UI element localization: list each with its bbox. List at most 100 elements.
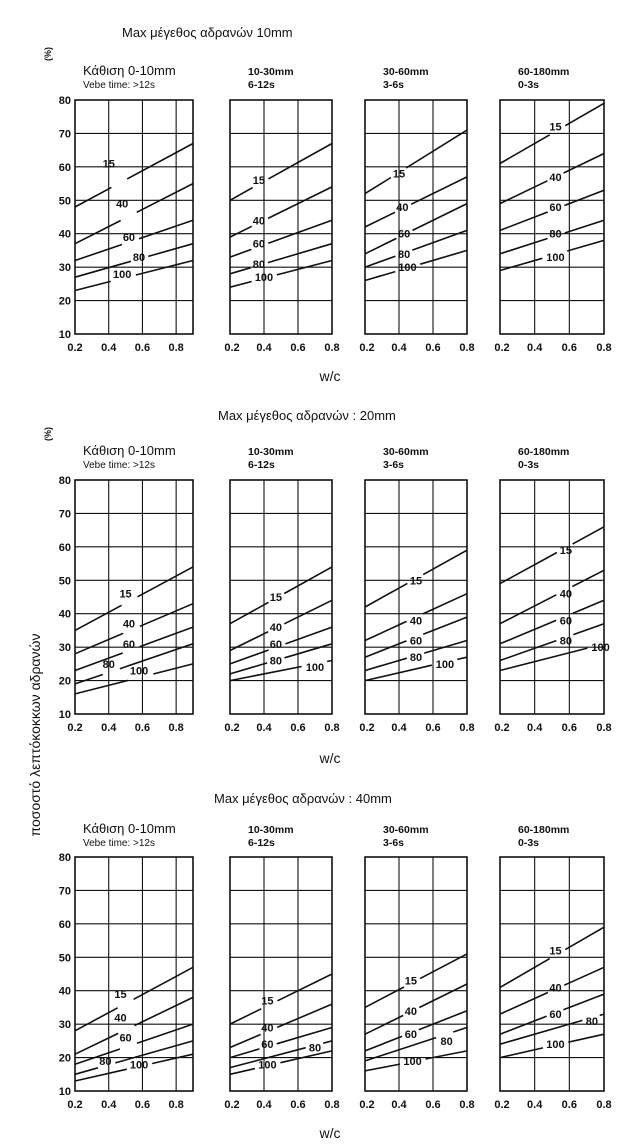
series-line-100	[364, 249, 468, 282]
x-tick-label: 0.2	[494, 1099, 509, 1111]
panel-header-slump: Κάθιση 0-10mm	[83, 821, 176, 836]
series-line-40	[364, 176, 468, 228]
series-label-80: 80	[103, 659, 115, 671]
x-tick-label: 0.8	[459, 1099, 474, 1111]
x-axis-label: w/c	[319, 1125, 341, 1141]
panel-header-vebe: 6-12s	[248, 459, 275, 471]
series-line-80	[229, 1040, 333, 1069]
y-unit-label: (%)	[43, 427, 53, 441]
y-tick-label: 20	[59, 676, 71, 688]
chart-block-2: Max μέγεθος αδρανών : 20mm w/c Κάθιση 0-10…	[43, 408, 612, 766]
chart-title: Max μέγεθος αδρανών 10mm	[122, 25, 293, 40]
series-line-15	[364, 953, 468, 1009]
chart-block-1: Max μέγεθος αδρανών 10mm w/c Κάθιση 0-10mm…	[43, 25, 612, 384]
series-label-80: 80	[133, 252, 145, 264]
panel-header-slump: 30-60mm	[383, 824, 429, 836]
series-label-15: 15	[114, 989, 126, 1001]
x-tick-label: 0.2	[494, 722, 509, 734]
series-label-60: 60	[410, 635, 422, 647]
series-label-100: 100	[130, 1059, 148, 1071]
panel-header-slump: 30-60mm	[383, 66, 429, 78]
y-tick-label: 50	[59, 575, 71, 587]
panel-frame	[364, 99, 468, 335]
x-tick-label: 0.6	[425, 342, 440, 354]
x-tick-label: 0.8	[168, 1099, 183, 1111]
x-tick-label: 0.6	[562, 342, 577, 354]
series-label-80: 80	[440, 1036, 452, 1048]
y-tick-label: 70	[59, 128, 71, 140]
series-line-80	[364, 639, 468, 672]
series-line-60	[364, 616, 468, 658]
series-label-100: 100	[255, 272, 273, 284]
series-line-40	[499, 152, 605, 205]
series-line-40	[74, 182, 194, 245]
x-tick-label: 0.6	[135, 722, 150, 734]
series-label-100: 100	[306, 662, 324, 674]
series-line-60	[364, 202, 468, 255]
panel-header-slump: 10-30mm	[248, 66, 294, 78]
x-tick-label: 0.2	[224, 722, 239, 734]
panel-header-vebe: Vebe time: >12s	[83, 460, 155, 471]
series-line-15	[499, 526, 605, 585]
series-line-100	[499, 1033, 605, 1059]
series-label-100: 100	[546, 1039, 564, 1051]
series-label-100: 100	[130, 666, 148, 678]
x-tick-label: 0.8	[168, 342, 183, 354]
panel-frame	[229, 99, 333, 335]
x-tick-label: 0.8	[459, 342, 474, 354]
series-line-80	[229, 242, 333, 275]
series-label-100: 100	[591, 642, 609, 654]
x-axis-label: w/c	[319, 750, 341, 766]
series-label-40: 40	[549, 982, 561, 994]
series-label-15: 15	[119, 589, 131, 601]
series-line-100	[74, 259, 194, 292]
panel-header-slump: Κάθιση 0-10mm	[83, 63, 176, 78]
y-tick-label: 60	[59, 919, 71, 931]
x-tick-label: 0.8	[324, 1099, 339, 1111]
series-line-80	[74, 242, 194, 278]
series-line-60	[499, 189, 605, 232]
x-tick-label: 0.8	[596, 722, 611, 734]
y-tick-label: 60	[59, 542, 71, 554]
y-unit-label: (%)	[43, 47, 53, 61]
x-tick-label: 0.8	[596, 1099, 611, 1111]
series-line-60	[74, 1023, 194, 1066]
x-tick-label: 0.2	[224, 1099, 239, 1111]
panel-header-slump: Κάθιση 0-10mm	[83, 443, 176, 458]
series-label-60: 60	[123, 232, 135, 244]
panel-header-slump: 60-180mm	[518, 446, 569, 458]
panel-frame	[364, 856, 468, 1092]
series-line-100	[364, 1050, 468, 1072]
series-line-60	[499, 993, 605, 1035]
y-tick-label: 40	[59, 986, 71, 998]
x-tick-label: 0.8	[596, 342, 611, 354]
series-label-60: 60	[253, 239, 265, 251]
panel-header-vebe: 6-12s	[248, 79, 275, 91]
series-label-15: 15	[549, 946, 561, 958]
series-line-15	[74, 142, 194, 208]
series-label-40: 40	[114, 1012, 126, 1024]
panel-header-slump: 30-60mm	[383, 446, 429, 458]
x-tick-label: 0.4	[256, 722, 272, 734]
series-line-40	[499, 966, 605, 1015]
panel-frame	[499, 99, 605, 335]
series-line-40	[74, 602, 194, 655]
x-tick-label: 0.6	[290, 342, 305, 354]
x-tick-label: 0.6	[290, 722, 305, 734]
x-tick-label: 0.4	[391, 1099, 407, 1111]
series-line-40	[229, 1003, 333, 1049]
series-label-80: 80	[560, 635, 572, 647]
series-line-15	[229, 566, 333, 625]
series-line-80	[499, 1013, 605, 1045]
series-label-100: 100	[398, 262, 416, 274]
series-label-100: 100	[258, 1059, 276, 1071]
y-tick-label: 20	[59, 1053, 71, 1065]
series-label-40: 40	[560, 589, 572, 601]
series-line-15	[499, 102, 605, 165]
series-label-60: 60	[261, 1039, 273, 1051]
